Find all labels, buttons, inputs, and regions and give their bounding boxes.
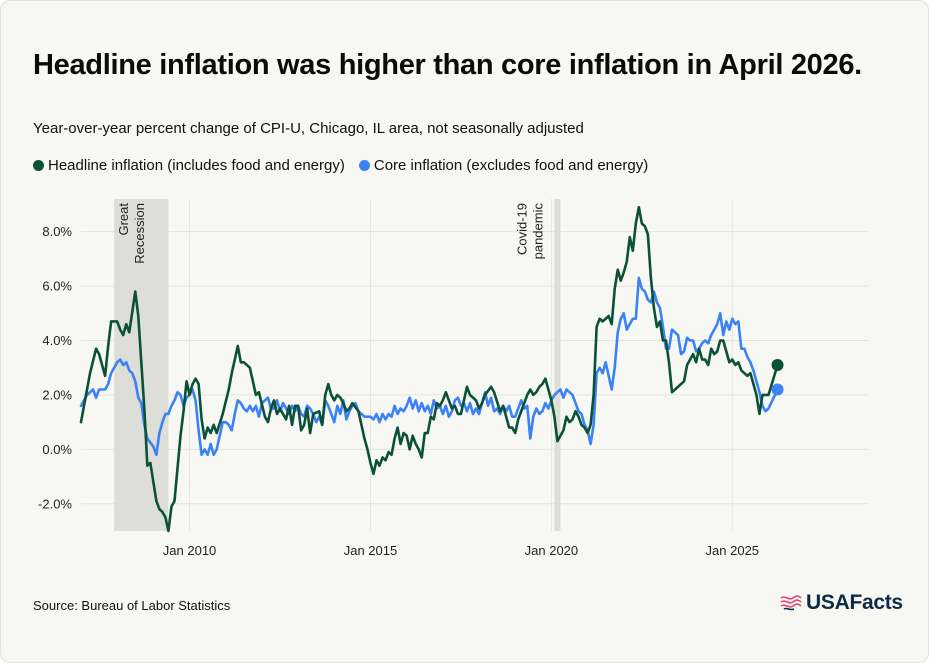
usafacts-flag-icon	[780, 595, 802, 611]
x-tick-label: Jan 2015	[344, 543, 398, 558]
y-tick-label: 0.0%	[42, 442, 72, 457]
chart-title: Headline inflation was higher than core …	[33, 49, 862, 81]
y-tick-label: 4.0%	[42, 333, 72, 348]
y-tick-label: 2.0%	[42, 387, 72, 402]
legend-label-headline: Headline inflation (includes food and en…	[48, 157, 345, 174]
legend-swatch-core	[358, 160, 370, 171]
legend-item-headline: Headline inflation (includes food and en…	[33, 157, 345, 174]
y-tick-label: -2.0%	[38, 496, 72, 511]
chart-legend: Headline inflation (includes food and en…	[33, 157, 648, 174]
event-band	[554, 199, 561, 531]
brand-name: USAFacts	[806, 591, 903, 614]
chart-subtitle: Year-over-year percent change of CPI-U, …	[33, 120, 584, 137]
source-note: Source: Bureau of Labor Statistics	[33, 598, 231, 613]
x-tick-label: Jan 2025	[706, 543, 760, 558]
endpoint-dot-core	[771, 383, 784, 396]
endpoint-dot-headline	[771, 359, 784, 371]
y-tick-label: 6.0%	[42, 279, 72, 294]
legend-item-core: Core inflation (excludes food and energy…	[358, 157, 649, 174]
event-label: Great	[116, 203, 131, 236]
brand-logo: USAFacts	[780, 591, 903, 615]
legend-label-core: Core inflation (excludes food and energy…	[373, 157, 649, 174]
event-label: pandemic	[530, 203, 545, 260]
x-tick-label: Jan 2010	[163, 543, 217, 558]
legend-swatch-headline	[33, 160, 44, 171]
x-tick-label: Jan 2020	[525, 543, 579, 558]
event-label: Recession	[132, 203, 147, 264]
event-label: Covid-19	[514, 203, 529, 255]
y-tick-label: 8.0%	[42, 224, 72, 239]
series-line-headline	[79, 205, 779, 533]
